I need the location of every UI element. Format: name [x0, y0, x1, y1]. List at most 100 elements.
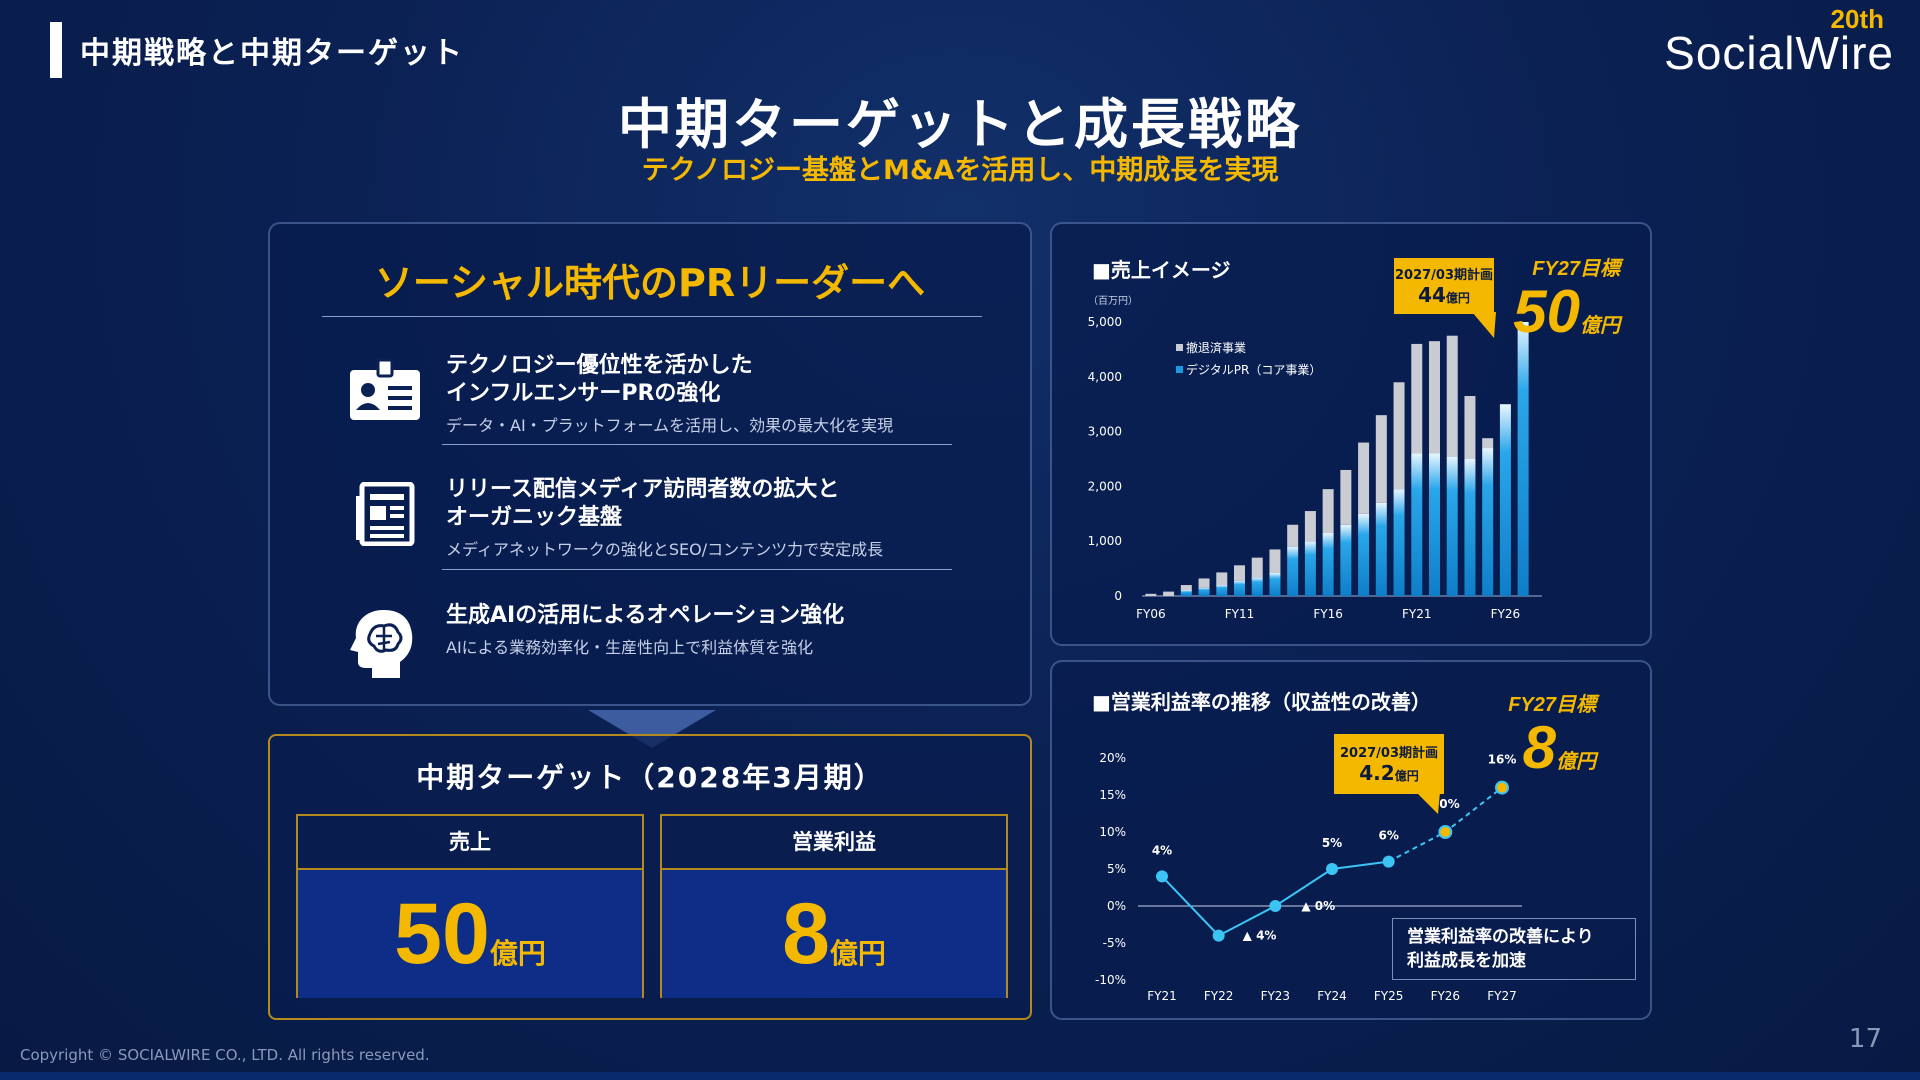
- vision-panel: ソーシャル時代のPRリーダーへ テクノロジー優位性を活かした インフルエンサーPR…: [268, 222, 1032, 706]
- bar-core: [1482, 448, 1494, 596]
- divider: [442, 444, 952, 445]
- y-tick-label: 3,000: [1088, 425, 1122, 439]
- bar-core: [1251, 577, 1263, 596]
- bar-core: [1358, 513, 1370, 596]
- bar-exited: [1287, 524, 1299, 547]
- bar-exited: [1446, 335, 1458, 457]
- y-tick-label: -5%: [1103, 936, 1126, 950]
- x-tick-label: FY26: [1491, 607, 1521, 621]
- bar-core: [1375, 502, 1387, 596]
- page-title: 中期ターゲットと成長戦略: [618, 93, 1302, 156]
- data-label: 5%: [1322, 836, 1342, 850]
- x-tick-label: FY11: [1225, 607, 1255, 621]
- bar-exited: [1269, 549, 1281, 573]
- bar-core: [1393, 489, 1405, 596]
- x-tick-label: FY21: [1402, 607, 1432, 621]
- legend-swatch: [1176, 366, 1183, 373]
- bar-core: [1429, 453, 1440, 596]
- bar-core: [1234, 580, 1245, 596]
- y-tick-label: 5%: [1107, 862, 1126, 876]
- bar-core: [1322, 532, 1334, 596]
- target-box-sales: 売上 50億円: [296, 814, 644, 998]
- callout-pointer: [1472, 312, 1496, 338]
- data-point: [1212, 929, 1225, 942]
- profit-chart-panel: ■営業利益率の推移（収益性の改善） -10% -5% 0% 5% 10% 15% 20% 4%…: [1050, 660, 1652, 1020]
- copyright: Copyright © SOCIALWIRE CO., LTD. All rig…: [20, 1046, 430, 1064]
- bar-core: [1340, 524, 1352, 596]
- section-marker: [50, 22, 62, 78]
- callout-pointer: [1416, 792, 1440, 814]
- bar-core: [1499, 404, 1511, 596]
- bar-exited: [1393, 382, 1405, 490]
- x-tick-label: FY26: [1431, 989, 1461, 1003]
- y-unit-label: （百万円）: [1088, 295, 1138, 307]
- data-label: ▲ 0%: [1301, 899, 1335, 913]
- chart-title: ■営業利益率の推移（収益性の改善）: [1092, 690, 1431, 714]
- target-label: 営業利益: [662, 816, 1006, 870]
- target-label: 売上: [298, 816, 642, 870]
- bar-exited: [1180, 585, 1192, 591]
- plan-callout: 2027/03期計画 4.2億円: [1334, 734, 1444, 794]
- bar-core: [1304, 541, 1316, 596]
- bottom-strip: [0, 1072, 1920, 1080]
- page-number: 17: [1848, 1024, 1882, 1054]
- feature-desc: メディアネットワークの強化とSEO/コンテンツ力で安定成長: [446, 540, 884, 559]
- data-point: [1269, 900, 1282, 912]
- feature-title: テクノロジー優位性を活かした インフルエンサーPRの強化: [446, 353, 753, 406]
- logo-brand: SocialWire: [1664, 27, 1894, 79]
- bar-core: [1287, 546, 1299, 596]
- sales-chart: （百万円） 0 1,000 2,000 3,000 4,000 5,000 FY06 FY11 F…: [1088, 295, 1542, 621]
- feature-title: 生成AIの活用によるオペレーション強化: [446, 603, 845, 628]
- bar-exited: [1464, 395, 1476, 459]
- data-label: 16%: [1488, 753, 1517, 767]
- legend-label: 撤退済事業: [1186, 340, 1246, 355]
- newspaper-icon: [356, 482, 415, 546]
- sales-chart-panel: ■売上イメージ （百万円） 0 1,000 2,000 3,000 4,000 5,000 F…: [1050, 222, 1652, 646]
- bar-exited: [1358, 442, 1370, 514]
- target-title: 中期ターゲット（2028年3月期）: [416, 761, 884, 794]
- data-point: [1495, 780, 1509, 795]
- page-subtitle: テクノロジー基盤とM&Aを活用し、中期成長を実現: [641, 155, 1279, 186]
- bar-exited: [1163, 591, 1175, 596]
- data-point: [1156, 870, 1168, 883]
- logo-anniversary: 20th: [1830, 4, 1884, 34]
- y-tick-label: 15%: [1099, 788, 1126, 802]
- y-tick-label: 1,000: [1088, 534, 1122, 548]
- bar-exited: [1216, 572, 1228, 586]
- profit-goal: FY27目標 8億円: [1508, 694, 1596, 781]
- divider: [322, 316, 982, 317]
- bar-core: [1517, 322, 1529, 596]
- bar-core: [1180, 590, 1192, 596]
- sales-goal: FY27目標 50億円: [1513, 258, 1620, 345]
- plan-callout: 2027/03期計画 44億円: [1394, 258, 1494, 314]
- target-panel: 中期ターゲット（2028年3月期） 売上 50億円 営業利益 8億円: [268, 734, 1032, 1020]
- note-box: 営業利益率の改善により 利益成長を加速: [1392, 918, 1636, 980]
- data-label: 4%: [1152, 843, 1172, 857]
- x-tick-label: FY16: [1313, 607, 1343, 621]
- bar-exited: [1411, 343, 1423, 454]
- data-label: 6%: [1378, 829, 1398, 843]
- bar-core: [1411, 453, 1423, 596]
- x-tick-label: FY24: [1317, 989, 1347, 1003]
- data-point: [1326, 863, 1338, 875]
- bar-exited: [1234, 565, 1245, 581]
- bar-exited: [1482, 438, 1494, 449]
- y-tick-label: -10%: [1095, 973, 1126, 987]
- vision-heading: ソーシャル時代のPRリーダーへ: [374, 261, 926, 305]
- y-tick-label: 0: [1114, 589, 1122, 603]
- y-tick-label: 10%: [1099, 825, 1126, 839]
- id-card-icon: [350, 358, 420, 420]
- feature-desc: データ・AI・プラットフォームを活用し、効果の最大化を実現: [446, 416, 894, 435]
- bar-exited: [1145, 593, 1157, 596]
- section-title: 中期戦略と中期ターゲット: [80, 36, 464, 71]
- bar-exited: [1322, 489, 1334, 533]
- feature-desc: AIによる業務効率化・生産性向上で利益体質を強化: [446, 638, 814, 657]
- legend-label: デジタルPR（コア事業）: [1186, 362, 1321, 377]
- x-tick-label: FY06: [1136, 607, 1166, 621]
- y-tick-label: 4,000: [1088, 370, 1122, 384]
- x-tick-label: FY27: [1487, 989, 1517, 1003]
- target-value: 50億円: [298, 870, 642, 998]
- x-tick-label: FY25: [1374, 989, 1404, 1003]
- data-point: [1382, 855, 1395, 868]
- bar-core: [1198, 587, 1210, 596]
